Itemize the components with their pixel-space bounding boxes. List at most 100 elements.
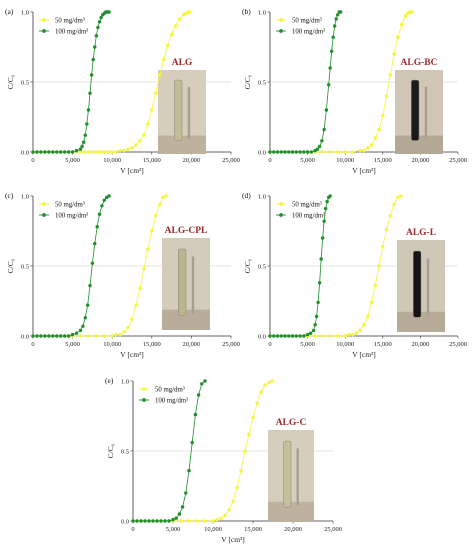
photo-bench bbox=[162, 309, 210, 330]
data-point bbox=[150, 108, 154, 112]
x-axis-title: V [cm³] bbox=[221, 535, 245, 544]
data-point bbox=[106, 150, 110, 154]
data-point bbox=[102, 150, 106, 154]
data-point bbox=[134, 143, 138, 147]
data-point bbox=[347, 332, 351, 337]
data-point bbox=[78, 334, 83, 338]
data-point bbox=[70, 150, 75, 154]
data-point bbox=[354, 331, 359, 335]
data-point bbox=[96, 25, 100, 30]
legend-label: 50 mg/dm³ bbox=[292, 17, 322, 24]
data-point bbox=[243, 449, 247, 453]
photo-inset bbox=[395, 70, 443, 154]
x-tick-label: 20,000 bbox=[182, 341, 200, 348]
data-point bbox=[373, 283, 377, 288]
series-1 bbox=[268, 10, 343, 154]
photo-inset bbox=[268, 430, 314, 522]
data-point bbox=[165, 43, 170, 48]
data-point bbox=[377, 127, 381, 132]
data-point bbox=[335, 150, 340, 154]
data-point bbox=[134, 303, 138, 307]
x-tick-label: 10,000 bbox=[103, 157, 121, 164]
stand-rod bbox=[424, 86, 428, 139]
data-point bbox=[331, 35, 335, 39]
data-point bbox=[272, 334, 276, 338]
x-tick-label: 25,000 bbox=[449, 157, 467, 164]
data-point bbox=[179, 519, 183, 523]
photo-inset bbox=[158, 70, 206, 154]
x-tick-label: 0 bbox=[131, 526, 134, 533]
data-point bbox=[343, 334, 347, 338]
panel-label: (b) bbox=[242, 7, 251, 16]
data-point bbox=[131, 519, 135, 523]
data-point bbox=[366, 146, 370, 150]
data-point bbox=[110, 334, 114, 338]
chart-panel-1: (b) 0 5,000 10,000 15,000 20,000 25,000 0.0 0.5 1… bbox=[242, 7, 467, 175]
data-point bbox=[320, 334, 325, 338]
data-point bbox=[51, 334, 55, 338]
photo-inset bbox=[397, 240, 445, 332]
data-point bbox=[94, 150, 99, 154]
data-point bbox=[150, 229, 154, 233]
data-point bbox=[102, 198, 106, 202]
data-point bbox=[309, 150, 314, 154]
data-point bbox=[94, 334, 99, 338]
data-point bbox=[151, 519, 155, 523]
data-point bbox=[142, 267, 146, 271]
data-point bbox=[62, 334, 67, 338]
data-point bbox=[177, 512, 182, 516]
data-point bbox=[43, 150, 47, 154]
data-point bbox=[89, 73, 94, 77]
data-point bbox=[83, 133, 87, 137]
data-point bbox=[86, 150, 91, 154]
data-point bbox=[399, 194, 403, 198]
x-tick-label: 5,000 bbox=[166, 526, 181, 533]
data-point bbox=[369, 143, 374, 147]
x-axis-title: V [cm³] bbox=[120, 350, 144, 359]
data-point bbox=[94, 34, 99, 38]
y-tick-label: 0.5 bbox=[21, 79, 29, 86]
data-point bbox=[95, 225, 99, 229]
data-point bbox=[328, 194, 332, 198]
data-point bbox=[211, 519, 215, 523]
data-point bbox=[90, 150, 95, 154]
data-point bbox=[320, 139, 324, 143]
data-point bbox=[329, 49, 334, 53]
data-point bbox=[107, 10, 111, 14]
x-tick-label: 0 bbox=[268, 157, 271, 164]
data-point bbox=[39, 150, 43, 154]
legend-label: 50 mg/dm³ bbox=[55, 17, 85, 24]
data-point bbox=[158, 73, 162, 77]
data-point bbox=[227, 508, 231, 512]
data-point bbox=[126, 147, 130, 151]
data-point bbox=[259, 390, 263, 394]
data-point bbox=[126, 325, 130, 330]
chart-panel-3: (d) 0 5,000 10,000 15,000 20,000 25,000 0.0 0.5 1… bbox=[242, 191, 467, 359]
data-point bbox=[203, 519, 207, 523]
x-tick-label: 10,000 bbox=[336, 157, 354, 164]
data-point bbox=[324, 108, 329, 112]
data-point bbox=[235, 485, 239, 490]
data-point bbox=[311, 328, 316, 333]
data-point bbox=[97, 20, 102, 24]
data-point bbox=[195, 519, 199, 523]
photo-bench bbox=[158, 135, 206, 154]
data-point bbox=[177, 17, 182, 21]
y-axis-title: C/C₀ bbox=[243, 74, 252, 89]
data-point bbox=[187, 519, 191, 523]
data-point bbox=[313, 334, 317, 338]
data-point bbox=[302, 334, 306, 338]
data-point bbox=[305, 332, 310, 337]
x-tick-label: 15,000 bbox=[143, 341, 161, 348]
data-point bbox=[196, 393, 201, 397]
data-point bbox=[62, 150, 67, 154]
data-point bbox=[35, 150, 39, 154]
x-tick-label: 0 bbox=[31, 157, 34, 164]
data-point bbox=[51, 150, 55, 154]
series-1 bbox=[31, 10, 111, 154]
data-point bbox=[135, 519, 139, 523]
data-point bbox=[143, 519, 147, 523]
data-point bbox=[287, 150, 291, 154]
legend-label: 100 mg/dm³ bbox=[55, 212, 88, 219]
